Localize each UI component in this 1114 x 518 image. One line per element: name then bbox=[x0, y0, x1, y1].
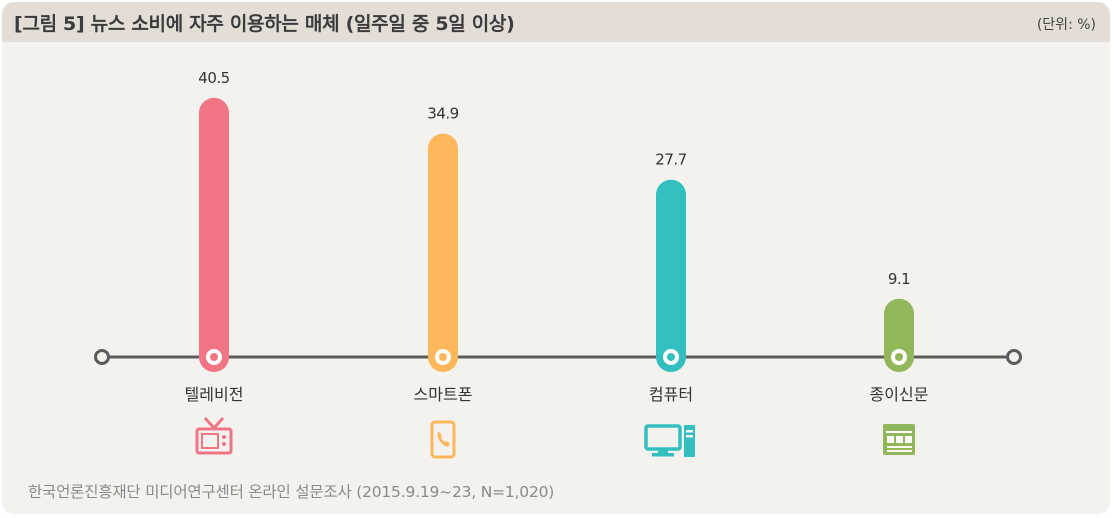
chart-header: [그림 5] 뉴스 소비에 자주 이용하는 매체 (일주일 중 5일 이상) (… bbox=[2, 2, 1110, 42]
bar-node-inner-3 bbox=[667, 353, 675, 361]
bar-node-inner-2 bbox=[439, 353, 447, 361]
bar-node-inner-4 bbox=[895, 353, 903, 361]
newspaper-icon bbox=[883, 424, 915, 455]
bar-3 bbox=[656, 179, 686, 372]
category-label-3: 컴퓨터 bbox=[649, 385, 693, 404]
value-label-1: 40.5 bbox=[198, 69, 229, 87]
computer-icon bbox=[644, 424, 695, 457]
value-label-4: 9.1 bbox=[888, 270, 910, 288]
category-label-2: 스마트폰 bbox=[414, 385, 473, 404]
bar-4 bbox=[884, 298, 914, 372]
bar-2 bbox=[428, 133, 458, 372]
value-label-3: 27.7 bbox=[655, 151, 686, 169]
bar-node-inner-1 bbox=[210, 353, 218, 361]
value-label-2: 34.9 bbox=[427, 105, 458, 123]
bars-layer: 40.5 텔레비전 34.9 스마트폰 27.7 컴퓨터 9.1 종이신문 bbox=[185, 69, 929, 459]
smartphone-icon bbox=[430, 420, 456, 459]
category-label-4: 종이신문 bbox=[870, 385, 929, 404]
source-note: 한국언론진흥재단 미디어연구센터 온라인 설문조사 (2015.9.19~23,… bbox=[28, 483, 555, 501]
axis-end-node bbox=[1006, 349, 1022, 365]
axis-start-node bbox=[94, 349, 110, 365]
bar-1 bbox=[199, 97, 229, 373]
tv-icon bbox=[195, 416, 233, 455]
unit-label: (단위: %) bbox=[1036, 17, 1096, 33]
chart-title: [그림 5] 뉴스 소비에 자주 이용하는 매체 (일주일 중 5일 이상) bbox=[14, 13, 515, 35]
category-label-1: 텔레비전 bbox=[185, 385, 244, 404]
